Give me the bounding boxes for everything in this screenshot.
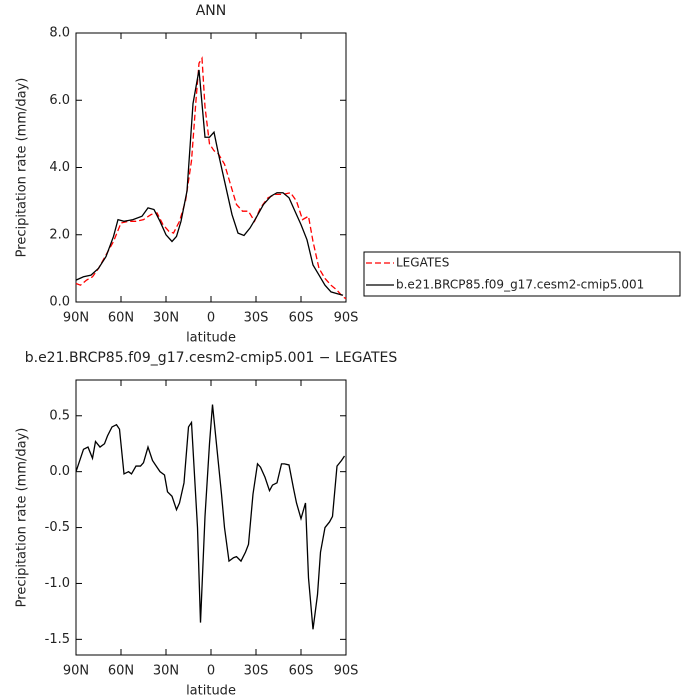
y-tick-label: 2.0 bbox=[49, 227, 70, 242]
y-axis-label: Precipitation rate (mm/day) bbox=[15, 78, 30, 258]
x-tick-label: 90S bbox=[334, 664, 359, 679]
y-tick-label: -1.5 bbox=[45, 632, 70, 647]
x-tick-label: 90S bbox=[334, 311, 359, 326]
x-tick-label: 90N bbox=[63, 311, 89, 326]
y-tick-label: -0.5 bbox=[45, 520, 70, 535]
legend-box bbox=[363, 251, 681, 297]
x-tick-label: 0 bbox=[207, 311, 215, 326]
x-axis-label: latitude bbox=[186, 331, 236, 346]
y-axis-label: Precipitation rate (mm/day) bbox=[15, 428, 30, 608]
x-axis-label: latitude bbox=[186, 684, 236, 699]
x-tick-label: 30N bbox=[153, 311, 179, 326]
y-tick-label: -1.0 bbox=[45, 576, 70, 591]
legend-label: LEGATES bbox=[396, 256, 449, 270]
y-tick-label: 0.0 bbox=[49, 295, 70, 310]
data-line bbox=[75, 404, 346, 630]
x-tick-label: 90N bbox=[63, 664, 89, 679]
y-tick-label: 6.0 bbox=[49, 93, 70, 108]
y-tick-label: 8.0 bbox=[49, 26, 70, 41]
x-tick-label: 30S bbox=[244, 311, 269, 326]
data-line bbox=[75, 69, 344, 296]
x-tick-label: 30N bbox=[153, 664, 179, 679]
x-tick-label: 60S bbox=[289, 664, 314, 679]
y-tick-label: 4.0 bbox=[49, 160, 70, 175]
chart-title: b.e21.BRCP85.f09_g17.cesm2-cmip5.001 − L… bbox=[25, 350, 398, 366]
x-tick-label: 60N bbox=[108, 311, 134, 326]
plot-frame bbox=[75, 32, 347, 303]
x-tick-label: 30S bbox=[244, 664, 269, 679]
y-tick-label: 0.5 bbox=[49, 408, 70, 423]
x-tick-label: 60S bbox=[289, 311, 314, 326]
x-tick-label: 60N bbox=[108, 664, 134, 679]
legend-label: b.e21.BRCP85.f09_g17.cesm2-cmip5.001 bbox=[396, 278, 644, 292]
chart-title: ANN bbox=[196, 3, 227, 19]
x-tick-label: 0 bbox=[207, 664, 215, 679]
y-tick-label: 0.0 bbox=[49, 464, 70, 479]
data-line bbox=[75, 56, 347, 300]
